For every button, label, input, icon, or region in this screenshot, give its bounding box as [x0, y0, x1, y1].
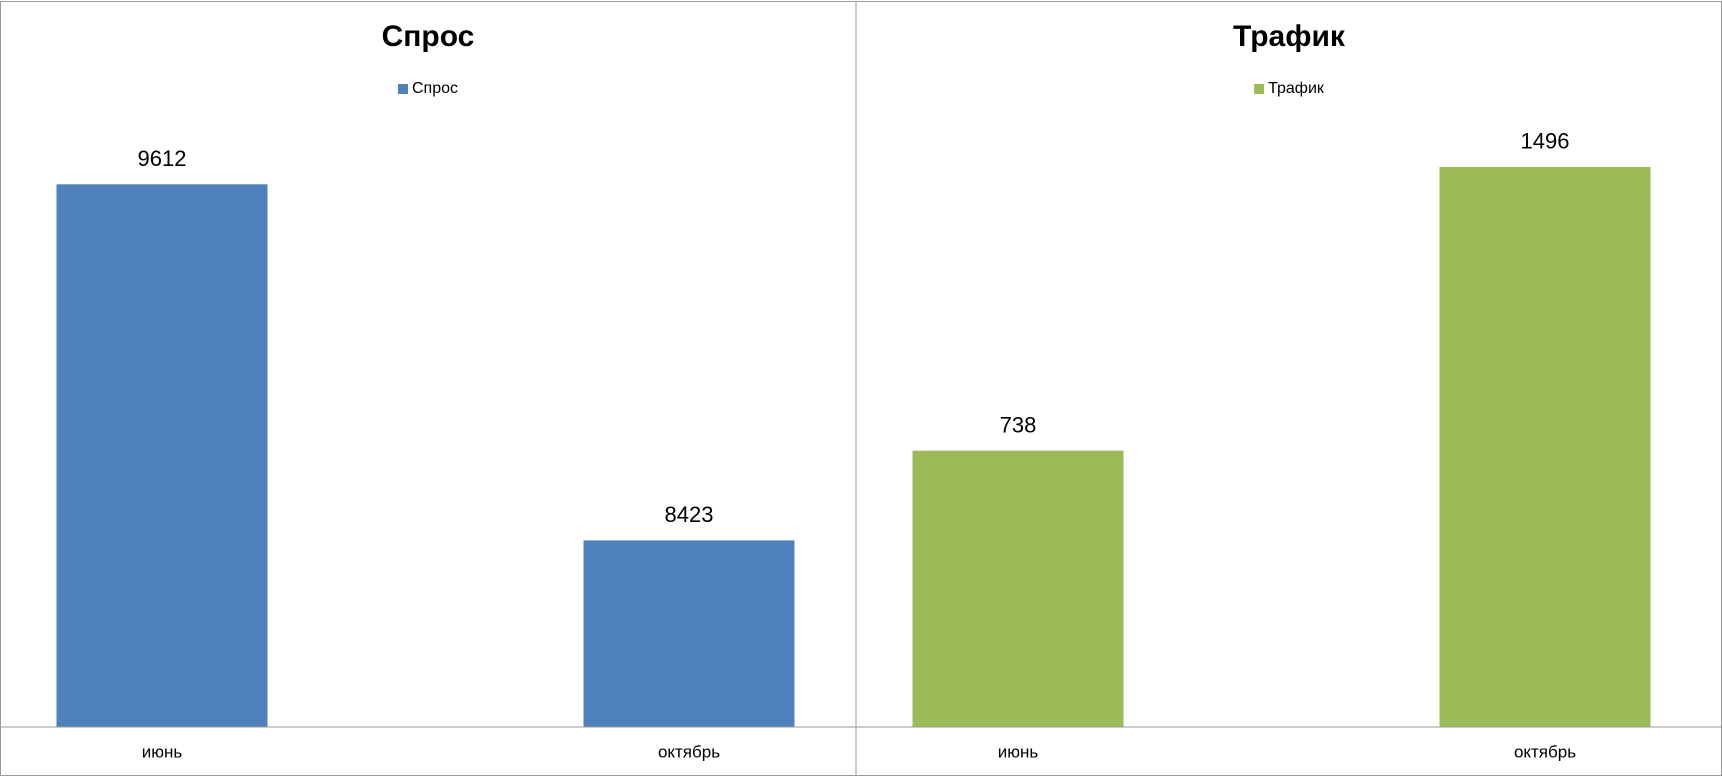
data-label: 9612 — [138, 146, 187, 171]
chart-title: Трафик — [1233, 20, 1346, 53]
x-tick-label: июнь — [998, 742, 1039, 761]
x-tick-label: октябрь — [1514, 742, 1576, 761]
data-label: 1496 — [1521, 129, 1570, 154]
bar — [583, 540, 795, 727]
legend-swatch — [397, 84, 408, 94]
chart-title: Спрос — [382, 20, 475, 53]
legend-swatch — [1254, 84, 1265, 94]
data-label: 738 — [1000, 413, 1037, 438]
legend-label: Трафик — [1268, 80, 1325, 97]
data-label: 8423 — [665, 502, 714, 527]
bar — [1439, 166, 1651, 727]
x-tick-label: июнь — [142, 742, 183, 761]
bar — [56, 184, 268, 727]
bar — [912, 450, 1124, 727]
x-tick-label: октябрь — [658, 742, 720, 761]
legend-label: Спрос — [412, 80, 458, 97]
